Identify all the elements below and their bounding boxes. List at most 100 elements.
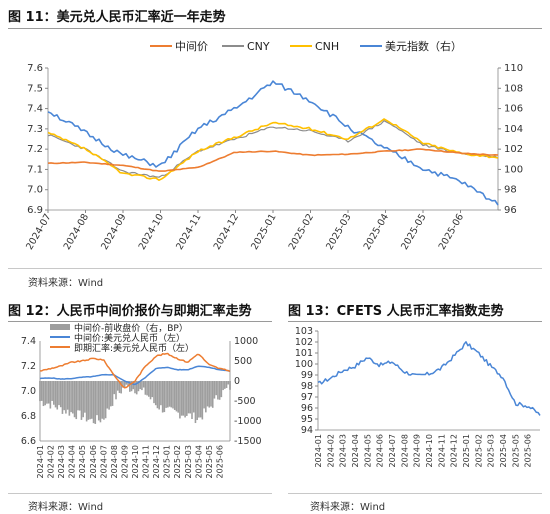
figure-11-left-tick-label: 7.5 [27,83,43,94]
figure-12-x-tick-label: 2024-03 [57,445,66,478]
figure-13-x-tick-label: 2024-12 [450,434,459,467]
figure-12-left-tick-label: 6.8 [21,411,36,422]
figure-13-x-tick-label: 2024-10 [425,434,434,467]
figure-11-left-tick-label: 7.0 [27,185,43,196]
figure-13-x-tick-label: 2024-03 [339,434,348,467]
figure-11-series-line [47,120,499,178]
figure-12-title: 图 12：人民币中间价报价与即期汇率走势 [8,304,252,319]
figure-12-series-line [39,365,231,386]
figure-12-x-tick-label: 2025-04 [194,445,203,478]
figure-12-x-tick-label: 2025-06 [215,445,224,478]
figure-13-title: 图 13：CFETS 人民币汇率指数走势 [288,304,504,319]
figure-13-y-tick-label: 94 [301,425,313,436]
figure-11-source-rule [8,268,542,269]
figure-12-x-tick-label: 2025-02 [173,445,182,478]
figure-11-series-line [47,118,499,181]
figure-11-source: 资料来源：Wind [28,278,104,289]
figure-11-right-tick-label: 104 [504,124,523,135]
figure-11-right-tick-label: 96 [504,205,517,216]
figure-13-source-rule [288,493,542,494]
figure-12-source-rule [8,493,272,494]
figure-11-title: 图 11：美元兑人民币汇率近一年走势 [8,10,226,25]
figure-13-x-tick-label: 2025-03 [487,434,496,467]
figure-12-x-tick-label: 2025-01 [163,445,172,478]
figure-13-x-tick-label: 2025-04 [499,434,508,467]
figure-12-x-tick-label: 2024-10 [131,445,140,478]
figure-12-x-tick-label: 2025-03 [184,445,193,478]
figure-12-x-tick-label: 2024-08 [110,445,119,478]
figure-13-x-tick-label: 2024-04 [351,434,360,467]
figure-13-x-tick-label: 2025-06 [524,434,533,467]
figure-13-x-tick-label: 2024-01 [314,434,323,467]
figure-12-x-tick-label: 2024-12 [152,445,161,478]
figure-11-series-line [47,148,499,172]
figure-13-x-tick-label: 2025-02 [474,434,483,467]
figure-11-right-tick-label: 106 [504,104,523,115]
figure-13-y-tick-label: 99 [301,370,313,381]
figure-11-left-tick-label: 7.4 [27,104,43,115]
figure-11-legend-label: 美元指数（右） [385,39,462,53]
figure-11-right-tick-label: 100 [504,164,523,175]
figure-11-legend-label: 中间价 [175,40,208,53]
figure-13-x-tick-label: 2024-02 [326,434,335,467]
figure-12-x-tick-label: 2024-09 [120,445,129,478]
figure-13-source: 资料来源：Wind [310,502,386,513]
figure-11-right-tick-label: 110 [504,63,523,74]
figure-12-left-tick-label: 7.2 [21,361,36,372]
figure-12-right-tick-label: 500 [234,356,252,367]
figure-12-legend-label: 中间价-前收盘价（右，BP） [74,322,188,334]
figure-13-x-tick-label: 2024-11 [437,434,446,467]
figure-13-x-tick-label: 2024-07 [388,434,397,467]
figure-13-x-tick-label: 2025-05 [511,434,520,467]
figure-13-y-tick-label: 98 [301,381,313,392]
figure-13-x-tick-label: 2024-08 [400,434,409,467]
figure-13-x-tick-label: 2024-06 [376,434,385,467]
figure-13-y-tick-label: 102 [295,337,313,348]
figure-13-title-rule [288,321,542,322]
figure-12-legend-label: 即期汇率:美元兑人民币（左） [74,342,194,354]
figure-12-x-tick-label: 2025-05 [205,445,214,478]
figure-12-x-tick-label: 2024-01 [36,445,45,478]
figure-11-right-tick-label: 98 [504,185,517,196]
figure-12-x-tick-label: 2024-05 [78,445,87,478]
figure-12-x-tick-label: 2024-07 [99,445,108,478]
figure-11-left-tick-label: 7.1 [27,164,43,175]
figure-13-x-tick-label: 2024-09 [413,434,422,467]
figure-12-x-tick-label: 2024-11 [142,445,151,478]
figure-12-series-line [40,352,231,389]
figure-11-right-tick-label: 102 [504,144,523,155]
figure-11-left-tick-label: 7.3 [27,124,43,135]
figure-11-right-tick-label: 108 [504,83,523,94]
figure-11-legend-label: CNY [247,40,270,53]
figure-12-left-tick-label: 6.6 [21,436,36,447]
figure-13-y-tick-label: 101 [295,348,313,359]
figure-13-y-tick-label: 95 [301,414,313,425]
figure-12-right-tick-label: 1000 [234,336,258,347]
figure-12-title-rule [8,321,272,322]
figure-12-left-tick-label: 7.0 [21,386,36,397]
figure-12-right-tick-label: -500 [234,396,256,407]
figure-12-right-tick-label: 0 [234,376,240,387]
figure-12-legend-swatch [50,324,70,330]
figure-11-left-tick-label: 6.9 [27,205,43,216]
figure-11-left-tick-label: 7.2 [27,144,43,155]
figure-13-x-tick-label: 2025-01 [462,434,471,467]
figure-13-y-tick-label: 103 [295,326,313,337]
figure-13-y-tick-label: 100 [295,359,313,370]
figure-13-series-line [317,341,541,416]
figure-12-right-tick-label: -1500 [234,436,262,447]
figure-12-x-tick-label: 2024-02 [47,445,56,478]
figure-12-left-tick-label: 7.4 [21,336,36,347]
figure-13-x-tick-label: 2024-05 [363,434,372,467]
figure-12-right-tick-label: -1000 [234,416,262,427]
figure-12-x-tick-label: 2024-06 [89,445,98,478]
figure-12-legend-label: 中间价:美元兑人民币（左） [74,332,185,344]
figure-11-series-line [47,80,499,206]
figure-12-source: 资料来源：Wind [28,502,104,513]
figure-13-y-tick-label: 96 [301,403,313,414]
figure-11-legend-label: CNH [315,40,339,53]
figure-11-title-rule [8,28,542,29]
